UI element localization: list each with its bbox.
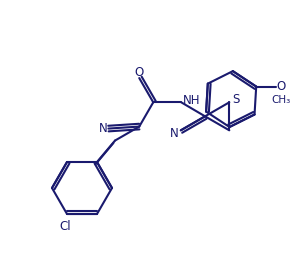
- Text: S: S: [233, 93, 240, 106]
- Text: NH: NH: [183, 94, 200, 107]
- Text: O: O: [134, 66, 144, 78]
- Text: Cl: Cl: [59, 220, 71, 233]
- Text: O: O: [276, 80, 285, 93]
- Text: CH₃: CH₃: [271, 95, 290, 105]
- Text: N: N: [99, 122, 108, 135]
- Text: N: N: [169, 127, 178, 140]
